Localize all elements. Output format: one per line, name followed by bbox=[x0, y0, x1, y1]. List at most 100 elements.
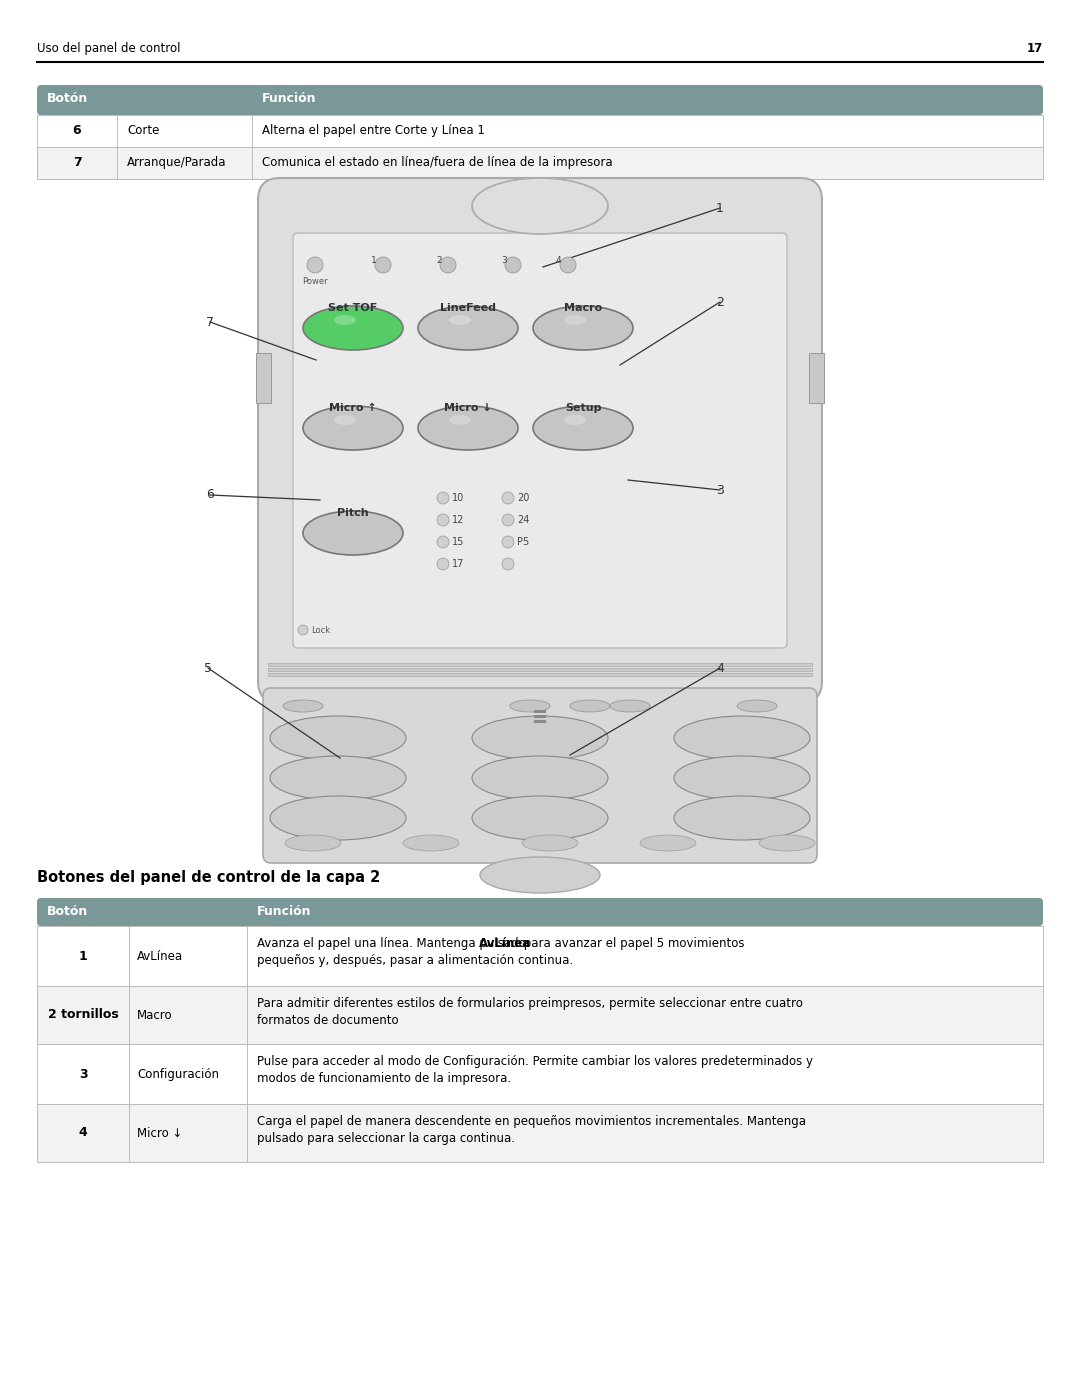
Bar bbox=[268, 668, 812, 671]
Ellipse shape bbox=[480, 856, 600, 893]
Text: Micro ↑: Micro ↑ bbox=[329, 402, 377, 414]
Text: Comunica el estado en línea/fuera de línea de la impresora: Comunica el estado en línea/fuera de lín… bbox=[262, 156, 612, 169]
Text: 17: 17 bbox=[1027, 42, 1043, 54]
Text: 5: 5 bbox=[204, 662, 212, 675]
Circle shape bbox=[561, 257, 576, 272]
Ellipse shape bbox=[403, 835, 459, 851]
Text: 3: 3 bbox=[501, 256, 507, 265]
Ellipse shape bbox=[522, 835, 578, 851]
Ellipse shape bbox=[303, 407, 403, 450]
Text: Micro ↓: Micro ↓ bbox=[444, 402, 491, 414]
Text: 7: 7 bbox=[206, 316, 214, 328]
Ellipse shape bbox=[674, 796, 810, 840]
Text: modos de funcionamiento de la impresora.: modos de funcionamiento de la impresora. bbox=[257, 1071, 511, 1085]
Text: Micro ↓: Micro ↓ bbox=[137, 1127, 183, 1140]
Text: 3: 3 bbox=[716, 483, 724, 496]
Circle shape bbox=[505, 257, 521, 272]
Ellipse shape bbox=[510, 700, 550, 712]
Ellipse shape bbox=[472, 796, 608, 840]
FancyBboxPatch shape bbox=[264, 687, 816, 863]
Bar bbox=[534, 719, 546, 724]
Text: Lock: Lock bbox=[311, 626, 330, 636]
Ellipse shape bbox=[418, 306, 518, 351]
Text: Macro: Macro bbox=[564, 303, 603, 313]
Ellipse shape bbox=[303, 306, 403, 351]
Ellipse shape bbox=[737, 700, 777, 712]
Text: Configuración: Configuración bbox=[137, 1067, 219, 1081]
Ellipse shape bbox=[449, 314, 471, 326]
Ellipse shape bbox=[418, 407, 518, 450]
Bar bbox=[256, 353, 271, 402]
Text: 6: 6 bbox=[72, 124, 81, 137]
Ellipse shape bbox=[283, 700, 323, 712]
Bar bbox=[37, 147, 1043, 179]
Bar bbox=[534, 715, 546, 718]
Circle shape bbox=[437, 536, 449, 548]
Text: Pulse para acceder al modo de Configuración. Permite cambiar los valores predete: Pulse para acceder al modo de Configurac… bbox=[257, 1055, 813, 1067]
Bar bbox=[37, 926, 1043, 986]
Text: 2 tornillos: 2 tornillos bbox=[48, 1009, 119, 1021]
FancyBboxPatch shape bbox=[293, 233, 787, 648]
Text: 2: 2 bbox=[716, 296, 724, 309]
Text: Avanza el papel una línea. Mantenga pulsado: Avanza el papel una línea. Mantenga puls… bbox=[257, 937, 529, 950]
Ellipse shape bbox=[472, 756, 608, 800]
Ellipse shape bbox=[334, 314, 356, 326]
Circle shape bbox=[307, 257, 323, 272]
Circle shape bbox=[437, 557, 449, 570]
Ellipse shape bbox=[534, 407, 633, 450]
Text: pequeños y, después, pasar a alimentación continua.: pequeños y, después, pasar a alimentació… bbox=[257, 954, 573, 967]
Text: 1: 1 bbox=[79, 950, 87, 963]
Text: 4: 4 bbox=[556, 256, 562, 265]
Text: Set TOF: Set TOF bbox=[328, 303, 378, 313]
Text: Función: Función bbox=[262, 92, 316, 105]
Text: 4: 4 bbox=[79, 1126, 87, 1140]
Text: Power: Power bbox=[302, 277, 328, 286]
FancyBboxPatch shape bbox=[37, 898, 1043, 926]
Text: Carga el papel de manera descendente en pequeños movimientos incrementales. Mant: Carga el papel de manera descendente en … bbox=[257, 1115, 806, 1127]
Text: 17: 17 bbox=[453, 559, 464, 569]
Text: Setup: Setup bbox=[565, 402, 602, 414]
Text: 1: 1 bbox=[372, 256, 377, 265]
Bar bbox=[268, 664, 812, 666]
Text: Corte: Corte bbox=[127, 124, 160, 137]
Text: LineFeed: LineFeed bbox=[440, 303, 496, 313]
Ellipse shape bbox=[449, 415, 471, 425]
Text: 20: 20 bbox=[517, 493, 529, 503]
Text: AvLínea: AvLínea bbox=[480, 937, 531, 950]
Bar bbox=[534, 710, 546, 712]
Text: 6: 6 bbox=[206, 489, 214, 502]
Bar bbox=[268, 673, 812, 676]
Bar bbox=[809, 353, 824, 402]
Text: Para admitir diferentes estilos de formularios preimpresos, permite seleccionar : Para admitir diferentes estilos de formu… bbox=[257, 997, 802, 1010]
Circle shape bbox=[502, 557, 514, 570]
Text: formatos de documento: formatos de documento bbox=[257, 1014, 399, 1027]
Text: P5: P5 bbox=[517, 536, 529, 548]
Circle shape bbox=[502, 536, 514, 548]
Ellipse shape bbox=[303, 511, 403, 555]
Text: 24: 24 bbox=[517, 515, 529, 525]
Circle shape bbox=[437, 492, 449, 504]
Circle shape bbox=[502, 492, 514, 504]
Bar bbox=[37, 1044, 1043, 1104]
Bar bbox=[37, 1104, 1043, 1162]
Text: 7: 7 bbox=[72, 156, 81, 169]
Text: Pitch: Pitch bbox=[337, 509, 368, 518]
Ellipse shape bbox=[674, 717, 810, 760]
Text: 4: 4 bbox=[716, 662, 724, 675]
Text: Alterna el papel entre Corte y Línea 1: Alterna el papel entre Corte y Línea 1 bbox=[262, 124, 485, 137]
Ellipse shape bbox=[759, 835, 815, 851]
Circle shape bbox=[440, 257, 456, 272]
Ellipse shape bbox=[472, 717, 608, 760]
Text: pulsado para seleccionar la carga continua.: pulsado para seleccionar la carga contin… bbox=[257, 1132, 515, 1146]
Text: AvLínea: AvLínea bbox=[137, 950, 184, 963]
Circle shape bbox=[375, 257, 391, 272]
Circle shape bbox=[437, 514, 449, 527]
Text: Botones del panel de control de la capa 2: Botones del panel de control de la capa … bbox=[37, 870, 380, 886]
Text: Botón: Botón bbox=[48, 92, 89, 105]
Text: Función: Función bbox=[257, 905, 311, 918]
Ellipse shape bbox=[270, 796, 406, 840]
Ellipse shape bbox=[564, 314, 586, 326]
Ellipse shape bbox=[472, 177, 608, 235]
Ellipse shape bbox=[334, 415, 356, 425]
Text: 12: 12 bbox=[453, 515, 464, 525]
